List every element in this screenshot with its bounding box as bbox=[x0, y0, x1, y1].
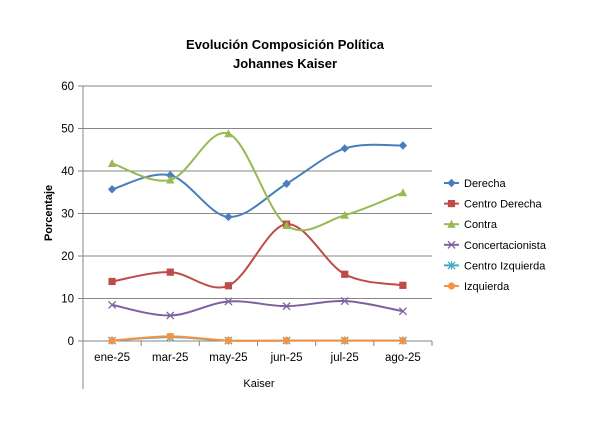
x-tick-label: jun-25 bbox=[270, 352, 303, 364]
gridlines bbox=[78, 85, 433, 346]
y-tick-label: 40 bbox=[61, 166, 74, 178]
series-line bbox=[111, 300, 404, 317]
y-tick-label: 10 bbox=[61, 294, 74, 306]
data-point bbox=[340, 144, 349, 153]
legend-swatch-marker bbox=[447, 261, 456, 270]
data-point bbox=[107, 185, 117, 194]
data-point bbox=[282, 336, 291, 345]
data-point bbox=[224, 212, 233, 222]
x-axis-title: Kaiser bbox=[243, 378, 275, 390]
data-point bbox=[224, 282, 233, 290]
data-point bbox=[399, 336, 407, 345]
data-point bbox=[108, 300, 117, 309]
legend-label: Contra bbox=[464, 219, 498, 231]
x-tick-label: may-25 bbox=[209, 352, 247, 364]
series-markers bbox=[107, 129, 408, 345]
data-point bbox=[340, 210, 349, 219]
y-tick-labels: 0 10 20 30 40 50 60 bbox=[61, 81, 74, 348]
y-tick-label: 0 bbox=[68, 336, 74, 348]
legend-label: Derecha bbox=[464, 178, 506, 190]
data-point bbox=[224, 129, 233, 138]
data-point bbox=[282, 221, 291, 229]
x-tick-label: jul-25 bbox=[330, 352, 359, 364]
legend-label: Centro Izquierda bbox=[464, 260, 546, 272]
data-point bbox=[166, 171, 175, 180]
data-point bbox=[282, 302, 291, 311]
legend-label: Concertacionista bbox=[464, 240, 547, 252]
legend: Derecha Centro Derecha Contra Concertacioni… bbox=[444, 178, 547, 293]
data-point bbox=[341, 336, 349, 345]
x-tick-labels: ene-25 mar-25 may-25 jun-25 jul-25 ago-25 bbox=[94, 352, 421, 364]
y-tick-label: 60 bbox=[61, 81, 74, 93]
legend-swatch-marker bbox=[447, 178, 456, 188]
data-point bbox=[340, 296, 349, 306]
x-tick-label: ago-25 bbox=[385, 352, 421, 364]
chart-title: Evolución Composición Política bbox=[186, 37, 385, 52]
legend-label: Centro Derecha bbox=[464, 199, 543, 211]
data-point bbox=[166, 268, 174, 276]
data-point bbox=[398, 307, 407, 316]
legend-label: Izquierda bbox=[464, 281, 510, 293]
data-point bbox=[166, 311, 175, 320]
chart-subtitle: Johannes Kaiser bbox=[233, 56, 337, 71]
data-point bbox=[398, 188, 408, 197]
data-point bbox=[398, 141, 408, 150]
data-point bbox=[108, 336, 116, 345]
data-point bbox=[399, 281, 407, 289]
y-tick-label: 50 bbox=[61, 124, 74, 136]
data-point bbox=[107, 158, 117, 167]
data-point bbox=[224, 297, 233, 306]
data-point bbox=[166, 332, 174, 340]
legend-swatch-marker bbox=[447, 240, 456, 249]
series-line bbox=[112, 335, 403, 342]
x-tick-label: ene-25 bbox=[94, 352, 130, 364]
data-point bbox=[341, 270, 349, 278]
series-line bbox=[111, 131, 404, 232]
legend-swatch-marker bbox=[447, 200, 456, 208]
data-point bbox=[282, 179, 291, 188]
data-point bbox=[108, 277, 116, 286]
data-point bbox=[224, 336, 233, 345]
data-point bbox=[166, 175, 175, 184]
legend-swatch-marker bbox=[447, 282, 456, 290]
y-tick-label: 30 bbox=[61, 209, 74, 221]
series-lines bbox=[111, 131, 404, 342]
x-tick-label: mar-25 bbox=[152, 352, 188, 364]
legend-swatch-marker bbox=[447, 219, 456, 228]
y-axis-title: Porcentaje bbox=[43, 185, 55, 241]
y-tick-label: 20 bbox=[61, 251, 74, 263]
